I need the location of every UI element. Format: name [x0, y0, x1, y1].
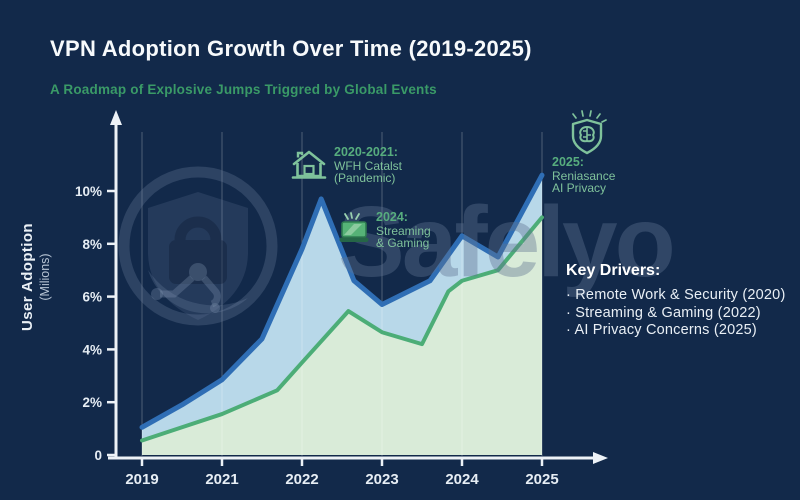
- y-axis-title: User Adoption (Milions): [19, 167, 61, 387]
- annotation-line: (Pandemic): [334, 171, 396, 185]
- laptop-icon: [339, 212, 369, 242]
- annotation-ai-privacy: 2025: Reniasance AI Privacy: [552, 110, 652, 195]
- annotation-line: & Gaming: [376, 236, 430, 250]
- key-drivers-heading: Key Drivers:: [566, 262, 661, 279]
- svg-text:8%: 8%: [82, 237, 102, 252]
- y-axis-title-main: User Adoption: [19, 223, 36, 331]
- annotation-text: 2025: Reniasance AI Privacy: [552, 156, 652, 195]
- annotation-text: 2024: Streaming & Gaming: [376, 211, 431, 250]
- svg-text:2025: 2025: [525, 471, 558, 488]
- annotation-year: 2025:: [552, 155, 584, 169]
- page-title: VPN Adoption Growth Over Time (2019-2025…: [50, 36, 532, 61]
- svg-text:10%: 10%: [75, 184, 102, 199]
- svg-text:4%: 4%: [82, 342, 102, 357]
- svg-text:2024: 2024: [445, 471, 479, 488]
- annotation-line: Reniasance: [552, 168, 616, 183]
- key-driver-item: · Streaming & Gaming (2022): [566, 304, 761, 321]
- annotation-line: Streaming: [376, 223, 431, 238]
- svg-text:2021: 2021: [205, 471, 238, 488]
- annotation-year: 2024:: [376, 210, 408, 224]
- svg-text:2023: 2023: [365, 471, 398, 488]
- svg-text:0: 0: [94, 448, 102, 463]
- svg-text:2022: 2022: [285, 471, 318, 488]
- key-driver-item: · AI Privacy Concerns (2025): [566, 322, 757, 338]
- y-axis-title-sub: (Milions): [37, 253, 52, 301]
- annotation-line: WFH Catalst: [334, 158, 403, 173]
- house-icon: [291, 150, 327, 179]
- key-driver-item: · Remote Work & Security (2020): [566, 287, 786, 303]
- annotation-text: 2020-2021: WFH Catalst (Pandemic): [334, 146, 402, 185]
- annotation-line: AI Privacy: [552, 181, 607, 195]
- page-subtitle: A Roadmap of Explosive Jumps Triggred by…: [50, 82, 437, 97]
- svg-text:2019: 2019: [125, 471, 158, 488]
- annotation-wfh-pandemic: 2020-2021: WFH Catalst (Pandemic): [290, 146, 402, 185]
- annotation-year: 2020-2021:: [334, 145, 398, 159]
- key-drivers-list: · Remote Work & Security (2020) · Stream…: [566, 287, 785, 340]
- annotation-streaming-gaming: 2024: Streaming & Gaming: [338, 211, 431, 250]
- key-drivers-panel: Key Drivers: · Remote Work & Security (2…: [566, 262, 785, 340]
- svg-text:6%: 6%: [82, 290, 102, 305]
- svg-text:2%: 2%: [82, 395, 102, 410]
- shield-brain-icon: [571, 110, 607, 155]
- icon-slot: [566, 110, 610, 159]
